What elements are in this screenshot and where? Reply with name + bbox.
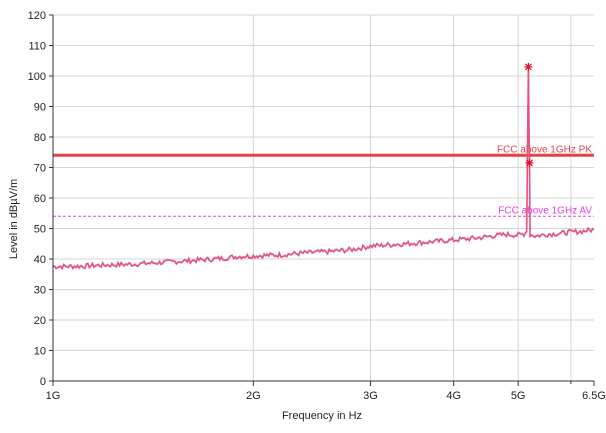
series-layer (52, 65, 595, 271)
peak-marker (525, 158, 534, 167)
y-tick-label: 70 (34, 163, 46, 175)
y-tick-label: 30 (34, 285, 46, 297)
axes: 0 10 20 30 40 50 60 70 80 90 100 110 120 1G 2G 3G 4G 5G 6.… (28, 10, 606, 402)
grid (53, 14, 594, 381)
y-tick-label: 110 (28, 41, 46, 53)
y-tick-label: 50 (34, 224, 46, 236)
x-tick-label: 2G (246, 390, 261, 402)
x-tick-label: 5G (511, 390, 526, 402)
x-axis-title: Frequency in Hz (282, 410, 362, 422)
limit-line-label: FCC above 1GHz AV (498, 205, 592, 216)
y-tick-label: 90 (34, 102, 46, 114)
y-tick-label: 20 (34, 315, 46, 327)
x-tick-label: 1G (46, 390, 61, 402)
x-tick-label: 3G (363, 390, 378, 402)
marker-stroke (524, 63, 532, 71)
x-tick-label: 6.5G (582, 390, 606, 402)
series-line (52, 66, 595, 271)
y-tick-label: 10 (34, 346, 46, 358)
y-tick-label: 100 (28, 71, 46, 83)
y-tick-label: 120 (28, 10, 46, 22)
y-tick-label: 0 (40, 376, 46, 388)
y-tick-label: 80 (34, 132, 46, 144)
y-tick-label: 60 (34, 193, 46, 205)
peak-marker (524, 62, 533, 71)
marker-stroke (526, 159, 533, 167)
y-tick-label: 40 (34, 254, 46, 266)
x-tick-label: 4G (446, 390, 461, 402)
markers (524, 62, 534, 167)
limit-line-label: FCC above 1GHz PK (497, 144, 592, 155)
y-axis-title: Level in dBµV/m (8, 179, 20, 259)
limit-lines: FCC above 1GHz PK FCC above 1GHz AV (53, 144, 594, 217)
